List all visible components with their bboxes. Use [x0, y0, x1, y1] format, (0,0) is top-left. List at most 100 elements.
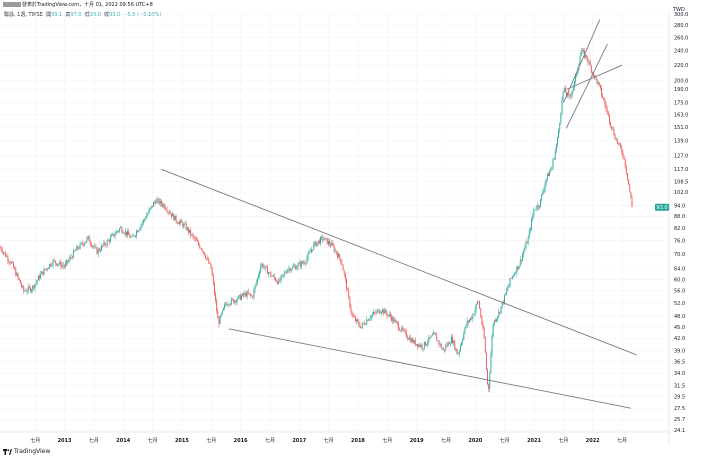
candle-body [569, 95, 571, 97]
redacted-author [3, 2, 21, 7]
candle-body [0, 247, 2, 251]
candle-body [463, 333, 465, 340]
candle-body [492, 324, 494, 336]
candle-body [413, 340, 415, 344]
footer-brand-text: TradingView [14, 448, 51, 455]
candle-body [311, 249, 312, 252]
candle-body [321, 236, 323, 238]
candle-body [440, 344, 442, 349]
candle-body [180, 220, 182, 223]
candle-body [396, 321, 398, 324]
candle-body [142, 219, 144, 223]
candle-body [378, 310, 380, 314]
candle-body [366, 319, 368, 325]
candle-body [498, 311, 500, 317]
candle-body [351, 311, 353, 316]
candle-body [280, 276, 282, 281]
candle-body [200, 248, 202, 249]
candle-body [443, 348, 444, 350]
candle-body [118, 231, 119, 232]
candle-body [30, 287, 31, 292]
candle-body [85, 241, 87, 244]
candle-body [216, 300, 218, 312]
candle-body [115, 231, 117, 235]
candle-body [11, 262, 13, 263]
candle-body [483, 328, 485, 338]
candle-body [305, 262, 307, 264]
candle-body [110, 236, 112, 242]
candle-body [104, 242, 106, 245]
legend-symbol: 聯詠, 1週, TWSE [4, 12, 43, 18]
x-tick-label: 2015 [175, 438, 189, 444]
candle-body [164, 204, 166, 209]
candle-body [447, 342, 449, 347]
y-tick-label: 39.0 [674, 348, 685, 354]
candle-body [388, 314, 390, 315]
candle-body [227, 304, 229, 306]
candle-body [331, 242, 333, 246]
candle-body [434, 332, 435, 334]
candle-body [2, 252, 4, 254]
candle-body [579, 56, 581, 64]
candle-body [462, 339, 464, 343]
candle-body [385, 309, 387, 314]
candle-body [114, 234, 116, 237]
candle-body [439, 344, 441, 345]
x-tick-label: 七月 [265, 437, 275, 444]
candle-body [541, 194, 543, 200]
candle-body [404, 330, 406, 332]
x-tick-label: 2014 [116, 438, 130, 444]
candle-body [183, 223, 185, 227]
candle-body [303, 262, 305, 264]
candle-body [243, 293, 245, 296]
candle-body [95, 246, 97, 248]
y-tick-label: 163.0 [674, 112, 688, 118]
candle-body [208, 258, 210, 264]
candle-body [233, 299, 235, 303]
candle-body [558, 130, 560, 139]
candle-body [230, 298, 232, 304]
candle-body [120, 227, 122, 229]
candle-body [16, 273, 18, 276]
candle-body [31, 289, 33, 292]
candle-body [454, 340, 456, 350]
candle-body [432, 332, 434, 335]
candle-body [194, 238, 196, 240]
candle-body [244, 293, 246, 296]
candle-body [564, 87, 566, 93]
candle-body [72, 250, 74, 258]
candle-body [49, 264, 51, 269]
candle-body [253, 289, 255, 298]
time-axis[interactable]: 七月 2013 七月 2014 七月 2015 七月 2016 七月 2017 七月 2018 七月 20… [0, 431, 669, 444]
candle-body [84, 243, 86, 246]
candle-body [59, 261, 61, 265]
y-tick-label: 48.0 [674, 314, 685, 320]
candle-body [458, 350, 460, 354]
candle-body [307, 253, 309, 259]
x-tick-label: 七月 [617, 437, 627, 444]
candle-body [289, 268, 291, 272]
candle-body [589, 61, 591, 66]
candle-body [272, 275, 274, 277]
candle-body [255, 282, 257, 286]
y-tick-label: 31.5 [674, 384, 685, 390]
candle-body [306, 258, 308, 263]
candle-body [474, 309, 476, 315]
candle-body [631, 198, 633, 207]
candle-body [450, 336, 452, 344]
legend-open-label: 開 [46, 12, 52, 18]
candle-body [421, 344, 423, 349]
candle-body [496, 318, 498, 322]
candle-body [32, 285, 34, 290]
trendline-drawings[interactable] [161, 19, 637, 409]
candle-body [76, 246, 78, 251]
candle-body [596, 78, 598, 84]
candle-body [1, 250, 3, 253]
candle-body [13, 262, 14, 268]
candle-body [546, 173, 548, 179]
candle-body [402, 327, 404, 331]
candle-body [146, 215, 148, 219]
candle-body [314, 241, 316, 244]
